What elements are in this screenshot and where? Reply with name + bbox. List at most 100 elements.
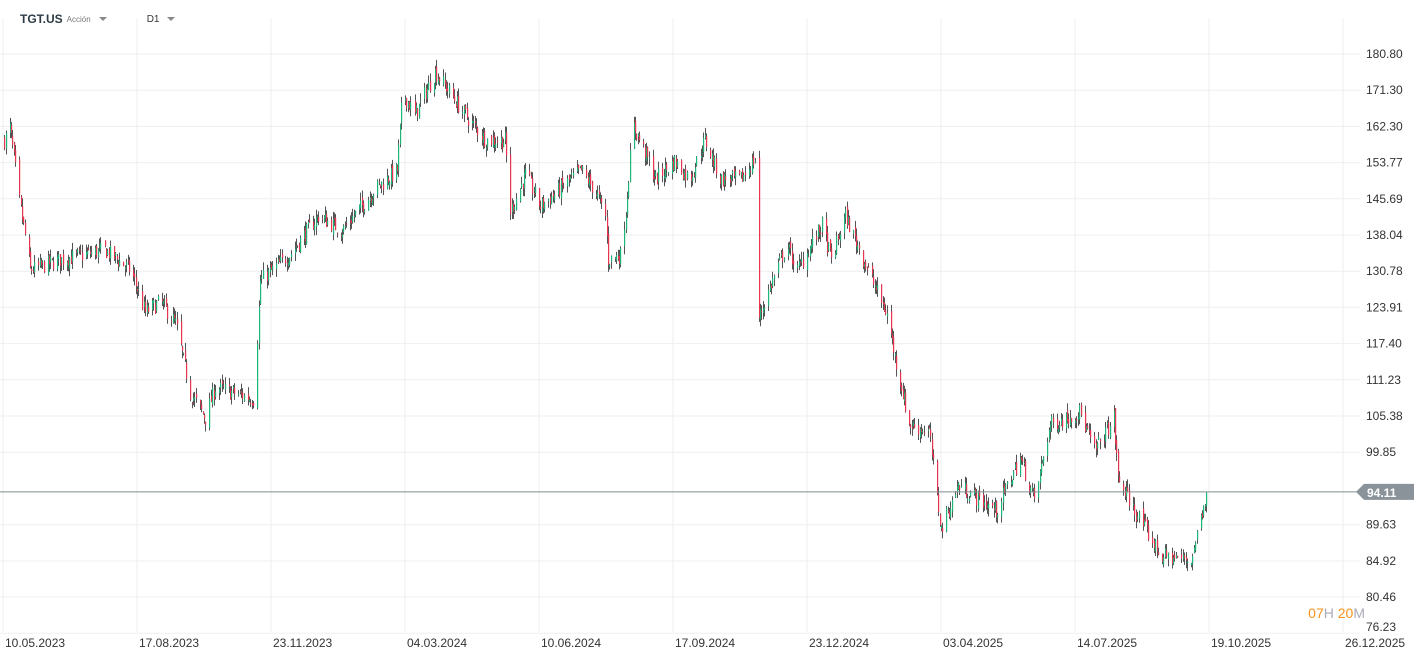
candle-down xyxy=(1067,410,1069,422)
candle-up xyxy=(153,300,155,304)
candle-up xyxy=(372,199,374,205)
candle-up xyxy=(1194,548,1196,553)
candle-up xyxy=(965,482,967,490)
candle-down xyxy=(1119,476,1121,482)
candle-down xyxy=(148,307,150,313)
candle-down xyxy=(683,173,685,180)
candle-down xyxy=(1087,425,1089,429)
candle-up xyxy=(561,180,563,199)
candle-up xyxy=(788,248,790,257)
candle-up xyxy=(377,180,379,195)
candle-up xyxy=(342,234,344,238)
candle-up xyxy=(615,257,617,259)
candle-down xyxy=(129,260,131,272)
candle-down xyxy=(337,232,339,234)
candle-up xyxy=(818,224,820,237)
candle-down xyxy=(351,219,353,224)
candle-up xyxy=(69,257,71,269)
candle-up xyxy=(512,203,514,213)
candle-down xyxy=(1162,553,1164,562)
candle-down xyxy=(1147,519,1149,526)
candle-down xyxy=(636,133,638,140)
candle-up xyxy=(649,157,651,159)
countdown-hours-unit: H xyxy=(1323,605,1334,621)
candle-up xyxy=(419,103,421,119)
y-tick-label: 153.77 xyxy=(1366,156,1403,170)
candle-up xyxy=(1107,422,1109,425)
candle-down xyxy=(761,310,763,313)
current-price-tag xyxy=(1356,483,1414,500)
candle-down xyxy=(22,205,24,220)
candle-up xyxy=(551,196,553,205)
candle-down xyxy=(162,299,164,302)
candle-down xyxy=(563,186,565,188)
candle-down xyxy=(739,170,741,174)
candle-up xyxy=(542,198,544,212)
candle-up xyxy=(774,275,776,280)
candle-down xyxy=(136,277,138,287)
candle-down xyxy=(975,489,977,493)
x-tick-label: 19.10.2025 xyxy=(1211,636,1271,650)
candle-down xyxy=(53,261,55,270)
candle-up xyxy=(398,144,400,171)
candle-down xyxy=(1057,419,1059,430)
candle-down xyxy=(691,173,693,181)
candle-up xyxy=(487,138,489,148)
candle-down xyxy=(1134,504,1136,515)
candle-up xyxy=(655,172,657,177)
candle-down xyxy=(639,135,641,141)
candle-down xyxy=(182,346,184,351)
candle-down xyxy=(305,228,307,242)
candle-up xyxy=(822,217,824,232)
candle-up xyxy=(50,256,52,262)
candle-up xyxy=(887,313,889,317)
candle-up xyxy=(333,219,335,235)
symbol-dropdown-icon[interactable] xyxy=(98,17,107,21)
candle-down xyxy=(88,248,90,250)
candle-down xyxy=(713,155,715,166)
y-tick-label: 105.38 xyxy=(1366,409,1403,423)
candle-up xyxy=(147,305,149,314)
candle-up xyxy=(1201,514,1203,529)
candle-down xyxy=(118,262,120,267)
candle-up xyxy=(100,243,102,249)
candle-down xyxy=(15,150,17,163)
timeframe-selector[interactable]: D1 xyxy=(146,13,160,25)
candle-down xyxy=(456,103,458,108)
candle-down xyxy=(618,255,620,260)
candle-up xyxy=(845,209,847,218)
candle-down xyxy=(406,97,408,108)
candle-down xyxy=(893,336,895,353)
candle-down xyxy=(379,182,381,184)
candle-up xyxy=(1005,484,1007,491)
candle-down xyxy=(592,181,594,193)
symbol-label[interactable]: TGT.US xyxy=(20,12,63,26)
candle-up xyxy=(1015,464,1017,469)
candle-down xyxy=(819,224,821,232)
candle-down xyxy=(673,158,675,171)
candle-up xyxy=(391,168,393,185)
candle-up xyxy=(424,87,426,99)
candle-up xyxy=(1114,410,1116,428)
candle-down xyxy=(792,251,794,264)
candle-down xyxy=(248,394,250,401)
candle-up xyxy=(1195,542,1197,551)
candle-up xyxy=(194,396,196,400)
candle-down xyxy=(914,424,916,428)
candle-up xyxy=(984,502,986,506)
candle-up xyxy=(611,255,613,262)
candle-down xyxy=(938,493,940,513)
candle-up xyxy=(995,502,997,511)
candle-up xyxy=(634,122,636,150)
candle-down xyxy=(201,404,203,410)
candle-up xyxy=(812,236,814,247)
candle-up xyxy=(408,102,410,109)
timeframe-dropdown-icon[interactable] xyxy=(167,17,176,21)
candle-down xyxy=(334,218,336,220)
candle-down xyxy=(205,421,207,425)
candle-down xyxy=(590,174,592,185)
candle-down xyxy=(1172,552,1174,564)
candle-up xyxy=(427,88,429,99)
candle-down xyxy=(976,493,978,506)
